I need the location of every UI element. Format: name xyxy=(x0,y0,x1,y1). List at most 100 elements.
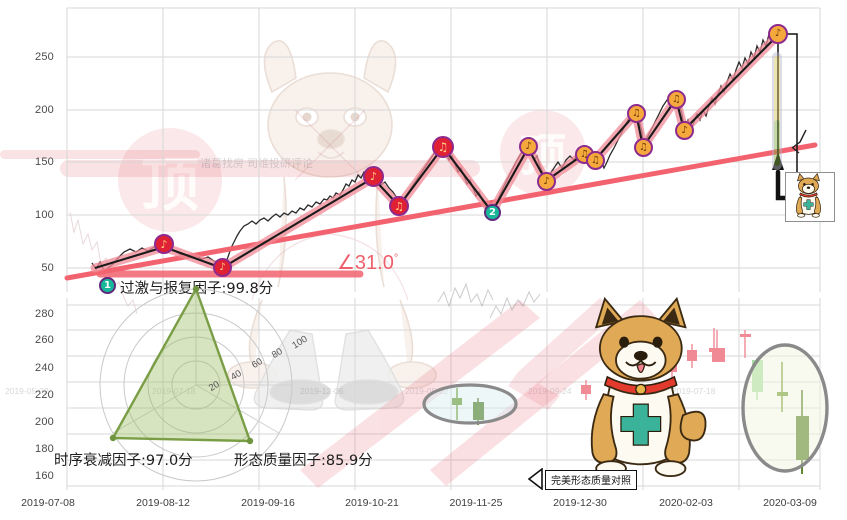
marker-label: ♫ xyxy=(639,141,648,153)
compare-callout[interactable]: 完美形态质量对照 xyxy=(545,470,637,490)
ytick-bot-4: 200 xyxy=(35,416,54,428)
radar-tick-20: 20 xyxy=(206,379,222,394)
watermark-bar-1 xyxy=(60,160,480,177)
wave-marker-11[interactable]: ♫ xyxy=(586,151,605,170)
wave-marker-9[interactable]: ♪ xyxy=(537,172,556,191)
wave-marker-15[interactable]: ♪ xyxy=(675,121,694,140)
factor-decay-label: 时序衰减因子:97.0分 xyxy=(54,449,193,470)
watermark-date-5: 2019-07-18 xyxy=(672,386,716,396)
up-arrow-head xyxy=(772,152,784,170)
marker-label: ♫ xyxy=(672,93,681,105)
marker-label: ♫ xyxy=(632,107,641,119)
compare-callout-text: 完美形态质量对照 xyxy=(551,476,631,487)
marker-label: ♪ xyxy=(525,140,532,152)
ytick-bot-6: 160 xyxy=(35,470,54,482)
factor-quality-label: 形态质量因子:85.9分 xyxy=(234,449,373,470)
ytick-bot-0: 280 xyxy=(35,308,54,320)
xtick-3: 2019-10-21 xyxy=(345,497,399,509)
ytick-bot-1: 260 xyxy=(35,334,54,346)
watermark-text-1: 诸葛找房 司维投研评论 xyxy=(200,158,314,170)
trend-line-rising xyxy=(64,142,818,281)
radar-tick-60: 60 xyxy=(249,356,265,371)
watermark-date-1: 2019-07-18 xyxy=(152,386,196,396)
marker-label: ♪ xyxy=(219,261,226,273)
xtick-6: 2020-02-03 xyxy=(659,497,713,509)
ytick-top-1: 200 xyxy=(35,104,54,116)
ytick-top-4: 50 xyxy=(41,262,54,274)
shiba-body xyxy=(590,296,707,478)
radar-tick-80: 80 xyxy=(269,346,285,361)
xtick-5: 2019-12-30 xyxy=(553,497,607,509)
marker-label: ♪ xyxy=(160,237,168,251)
marker-label: ♪ xyxy=(369,170,378,183)
wave-marker-7[interactable]: 2 xyxy=(484,204,501,221)
marker-label: ♫ xyxy=(591,154,600,166)
angle-unit: ° xyxy=(393,252,399,265)
ytick-top-0: 250 xyxy=(35,51,54,63)
radar-vertices xyxy=(109,285,254,445)
radar-tick-40: 40 xyxy=(228,368,244,383)
watermark-date-4: 2019-09-24 xyxy=(528,386,572,396)
bottom-candle-group-left xyxy=(452,388,484,425)
bottom-candle-group-right xyxy=(752,358,809,474)
factor-overreact-label: 过激与报复因子:99.8分 xyxy=(120,277,273,298)
wave-marker-13[interactable]: ♫ xyxy=(634,138,653,157)
watermark-seal-left: 顶 xyxy=(118,128,222,232)
marker-label: ♫ xyxy=(394,199,404,213)
wave-marker-8[interactable]: ♪ xyxy=(519,137,538,156)
marker-label: ♪ xyxy=(543,175,550,187)
ytick-bot-3: 220 xyxy=(35,389,54,401)
xtick-0: 2019-07-08 xyxy=(21,497,75,509)
xtick-4: 2019-11-25 xyxy=(449,497,503,509)
hook-glyph xyxy=(791,129,807,154)
wave-marker-5[interactable]: ♫ xyxy=(389,196,409,216)
radar-spokes xyxy=(112,289,292,434)
wave-marker-3[interactable]: ♪ xyxy=(213,258,232,277)
xtick-7: 2020-03-09 xyxy=(763,497,817,509)
seal-glyph: 顶 xyxy=(140,151,199,219)
marker-label: 1 xyxy=(104,279,111,291)
marker-label: 2 xyxy=(489,206,496,218)
factor-quality-text: 形态质量因子:85.9分 xyxy=(234,453,373,469)
ytick-top-2: 150 xyxy=(35,156,54,168)
xtick-1: 2019-08-12 xyxy=(136,497,190,509)
measure-bracket xyxy=(777,33,798,183)
shiba-inset-icon xyxy=(796,172,821,218)
ytick-bot-2: 240 xyxy=(35,362,54,374)
wave-marker-2[interactable]: ♪ xyxy=(154,234,174,254)
marker-label: ♫ xyxy=(437,140,449,154)
angle-value: ∠31.0 xyxy=(337,252,394,274)
watermark-date-3: 2019-05-02 xyxy=(405,386,449,396)
wave-marker-16[interactable]: ♪ xyxy=(768,24,788,44)
bottom-candle-group-mid xyxy=(581,328,751,400)
factor-decay-text: 时序衰减因子:97.0分 xyxy=(54,453,193,469)
ytick-top-3: 100 xyxy=(35,209,54,221)
radar-polygon xyxy=(111,287,252,443)
wave-marker-12[interactable]: ♫ xyxy=(627,104,646,123)
wave-marker-6[interactable]: ♫ xyxy=(432,136,454,158)
shiba-inset-card xyxy=(785,172,835,222)
marker-label: ♪ xyxy=(681,124,688,136)
highlight-ellipse-right xyxy=(741,343,829,473)
last-candle-blur xyxy=(772,52,782,170)
wave-marker-4[interactable]: ♪ xyxy=(363,166,384,187)
radar-tick-100: 100 xyxy=(290,333,310,352)
marker-label: ♪ xyxy=(774,28,782,39)
factor-overreact-text: 过激与报复因子:99.8分 xyxy=(120,281,274,297)
marker-label: ♫ xyxy=(580,148,589,160)
ytick-bot-5: 180 xyxy=(35,443,54,455)
highlight-ellipse-left xyxy=(422,383,518,425)
angle-annotation: ∠31.0° xyxy=(337,250,398,275)
callout-arrow-icon xyxy=(528,468,543,490)
wave-marker-1[interactable]: 1 xyxy=(99,277,116,294)
watermark-date-2: 2019-12-06 xyxy=(300,386,344,396)
wave-marker-14[interactable]: ♫ xyxy=(667,90,686,109)
